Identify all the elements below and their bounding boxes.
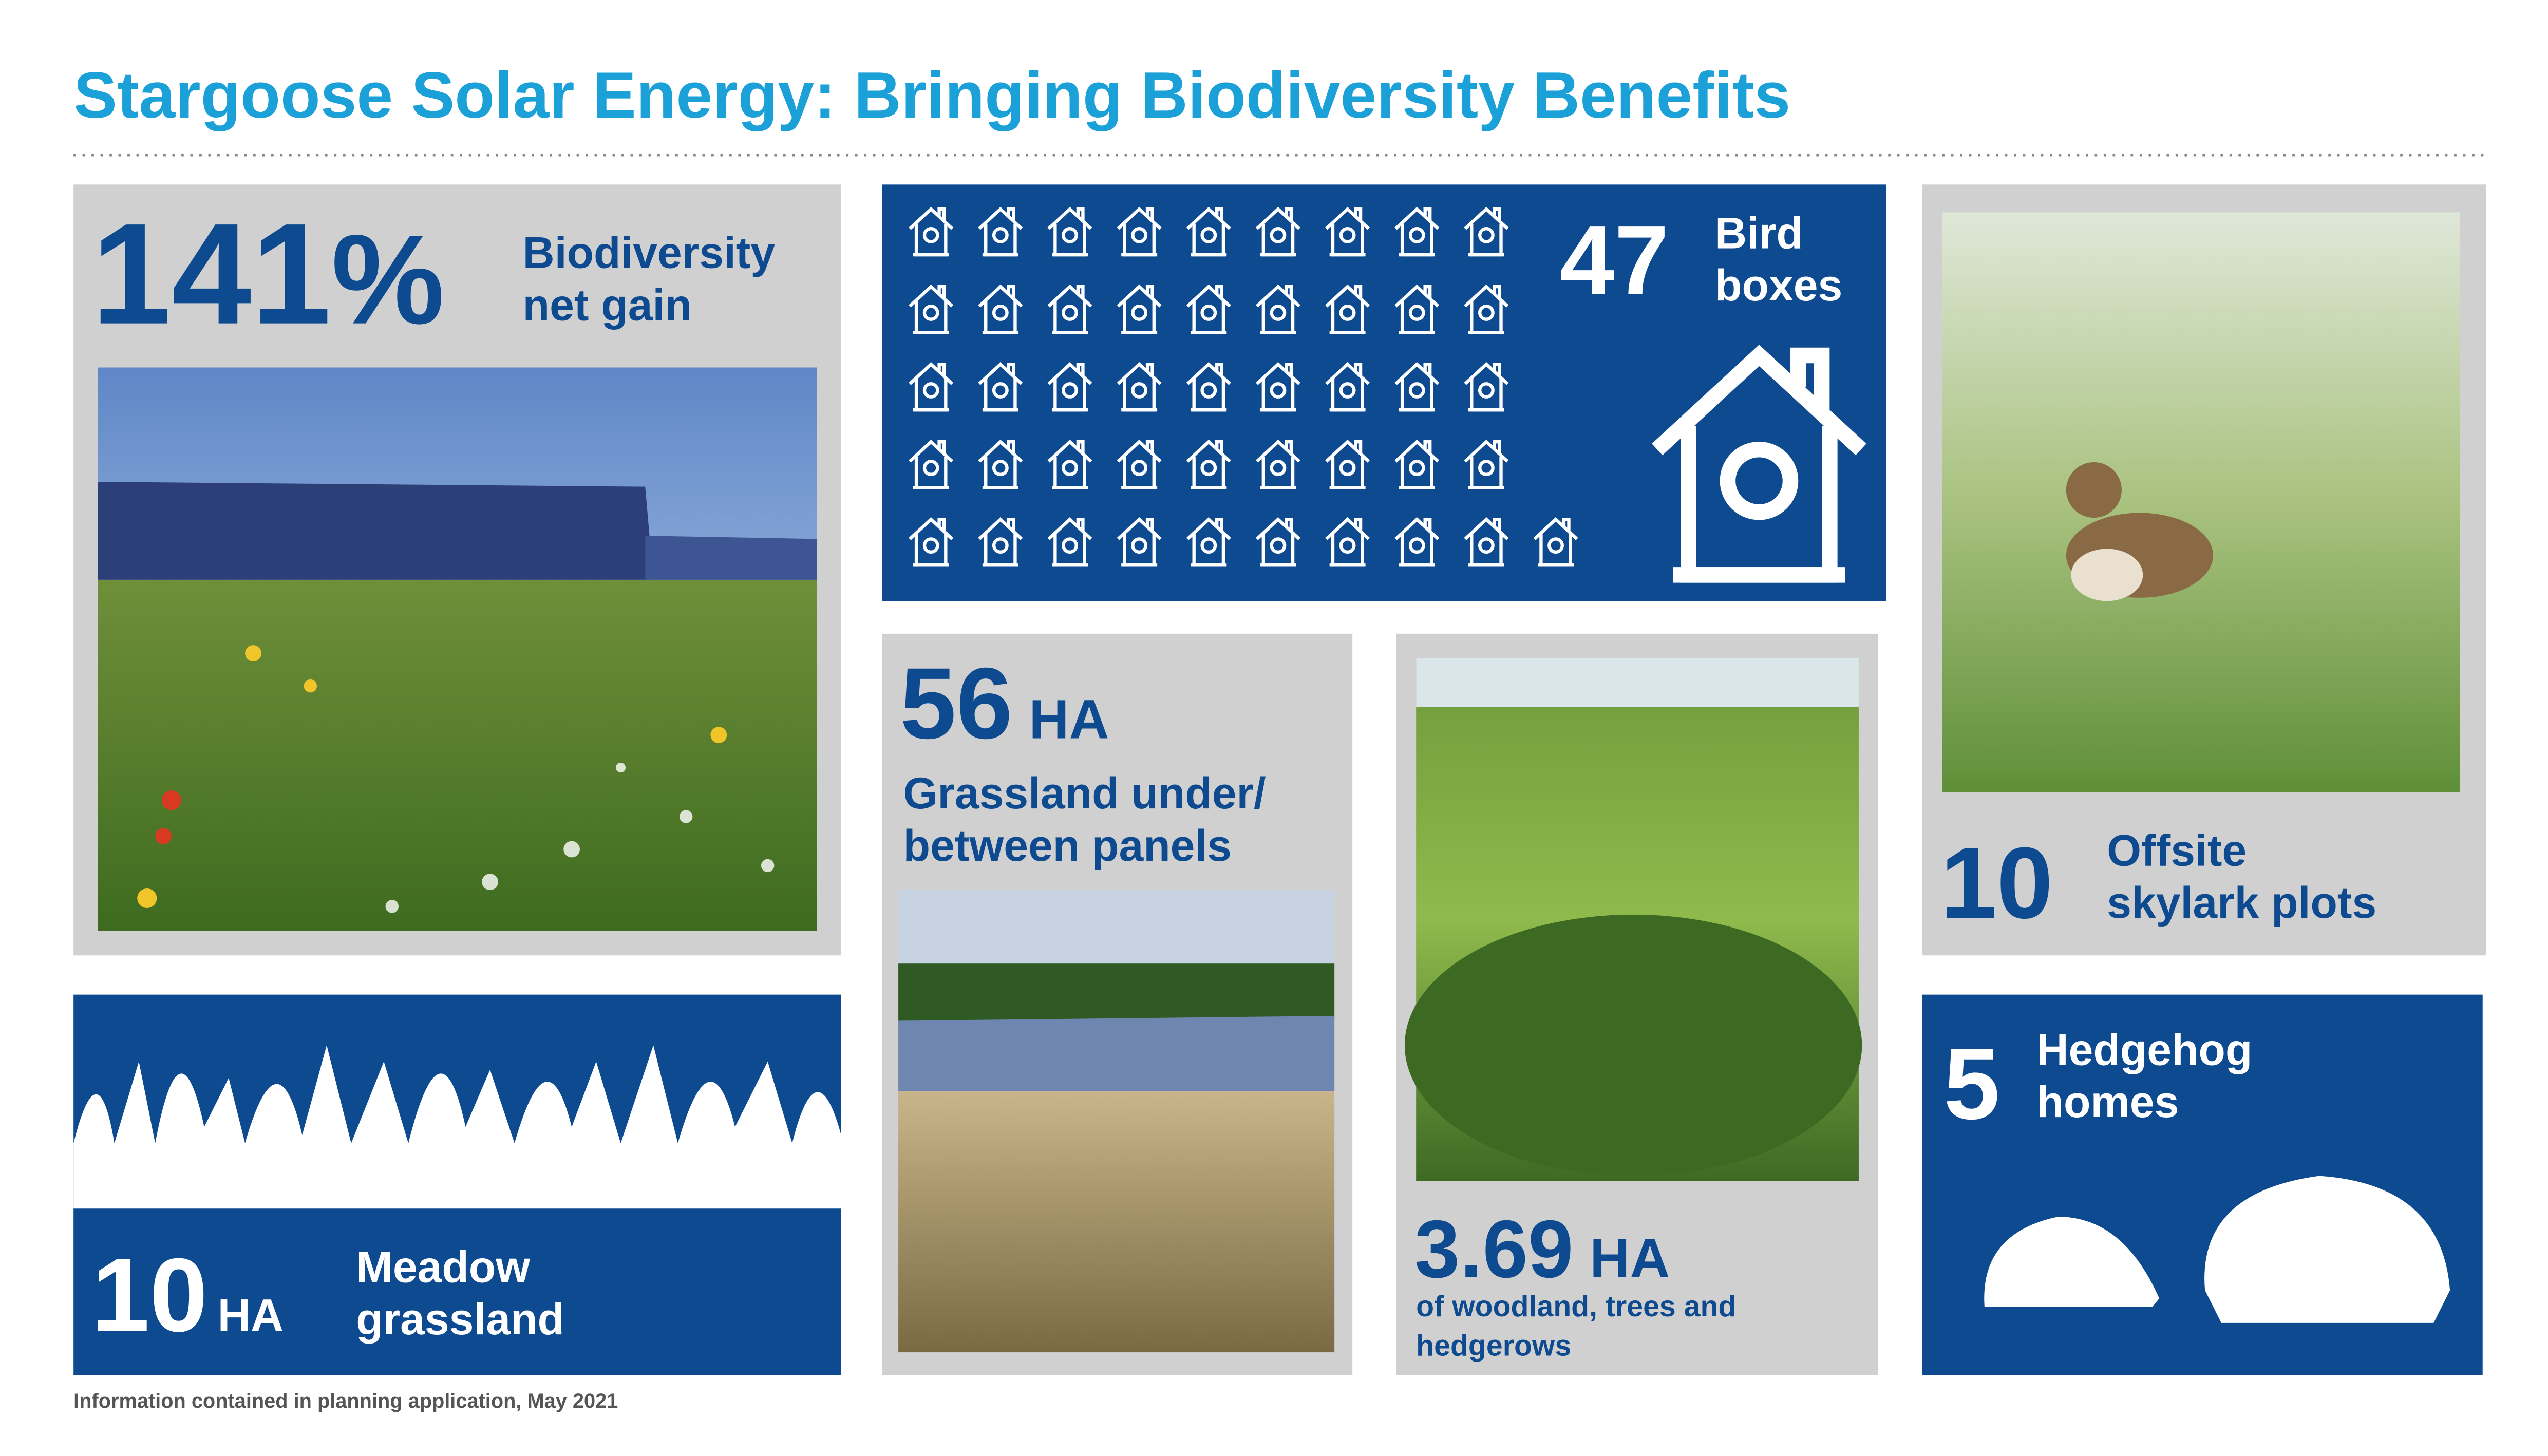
bird-box-icon [1533, 517, 1578, 567]
bird-box-icon [1047, 517, 1092, 567]
label: grassland [356, 1295, 564, 1344]
hedgehog-illustration [1984, 1176, 2450, 1323]
label: Biodiversity [523, 229, 776, 278]
stat: 10 HA [91, 1237, 284, 1354]
bird-box-icon [1047, 362, 1092, 412]
photo-woodland [1404, 658, 1862, 1181]
bird-box-icon [1117, 284, 1162, 334]
label: Meadow [356, 1242, 530, 1292]
bird-box-icon [978, 284, 1023, 334]
label: net gain [523, 280, 692, 330]
bird-box-icon [909, 439, 954, 489]
bird-box-icon [1186, 362, 1231, 412]
bird-box-icon [1325, 439, 1370, 489]
bird-box-icon [1047, 284, 1092, 334]
bird-box-icon [1652, 345, 1866, 583]
bird-box-icon [1255, 362, 1300, 412]
photo-skylark [1942, 212, 2460, 792]
stat: 3.69 HA [1414, 1203, 1670, 1295]
label: between panels [903, 821, 1232, 871]
label: hedgerows [1416, 1329, 1571, 1362]
label: Bird [1715, 209, 1803, 258]
stat: 56 HA [900, 647, 1109, 760]
stat: 141% [91, 194, 444, 354]
bird-box-icon [909, 206, 954, 257]
bird-box-icon [909, 362, 954, 412]
bird-box-icon [1325, 517, 1370, 567]
meadow-silhouette [73, 1045, 841, 1209]
label: of woodland, trees and [1416, 1290, 1736, 1323]
bird-box-icon [909, 284, 954, 334]
bird-box-icon [1394, 362, 1440, 412]
bird-box-icon [1325, 284, 1370, 334]
bird-box-icon [1394, 517, 1440, 567]
bird-box-icon [978, 517, 1023, 567]
bird-box-icon [1394, 284, 1440, 334]
bird-box-icon [1255, 439, 1300, 489]
footer: Information contained in planning applic… [73, 1390, 618, 1412]
bird-box-icon [1117, 439, 1162, 489]
label: Offsite [2107, 826, 2247, 875]
stat: 5 [1943, 1027, 2000, 1140]
bird-box-icon [978, 439, 1023, 489]
label: homes [2037, 1077, 2179, 1127]
bird-box-icon [1464, 517, 1509, 567]
label: Grassland under/ [903, 769, 1266, 818]
bird-box-icon [978, 206, 1023, 257]
bird-box-icon [1464, 439, 1509, 489]
stat: 10 [1940, 826, 2053, 939]
bird-box-icon [978, 362, 1023, 412]
bird-box-icon [1325, 206, 1370, 257]
stat: 47 [1560, 205, 1669, 315]
bird-box-icon [1117, 517, 1162, 567]
bird-box-icon [1255, 284, 1300, 334]
bird-box-icon [1464, 284, 1509, 334]
photo-tall-grass [898, 890, 1335, 1353]
bird-box-icon [1117, 206, 1162, 257]
bird-box-icon [1186, 284, 1231, 334]
bird-box-icon [1255, 517, 1300, 567]
label: boxes [1715, 261, 1842, 310]
bird-box-icon [1186, 206, 1231, 257]
bird-box-icon [1186, 517, 1231, 567]
bird-box-icon [1394, 439, 1440, 489]
label: skylark plots [2107, 878, 2376, 928]
bird-box-icon [1117, 362, 1162, 412]
bird-box-icon [1394, 206, 1440, 257]
bird-box-icon [1464, 362, 1509, 412]
title: Stargoose Solar Energy: Bringing Biodive… [73, 59, 1790, 131]
bird-box-icon [1047, 206, 1092, 257]
bird-box-icon [1325, 362, 1370, 412]
bird-box-icon [1255, 206, 1300, 257]
bird-box-icon [1047, 439, 1092, 489]
bird-box-icon [1464, 206, 1509, 257]
photo-solar-meadow [98, 367, 817, 931]
bird-box-icon [909, 517, 954, 567]
label: Hedgehog [2037, 1025, 2253, 1074]
bird-box-icon [1186, 439, 1231, 489]
